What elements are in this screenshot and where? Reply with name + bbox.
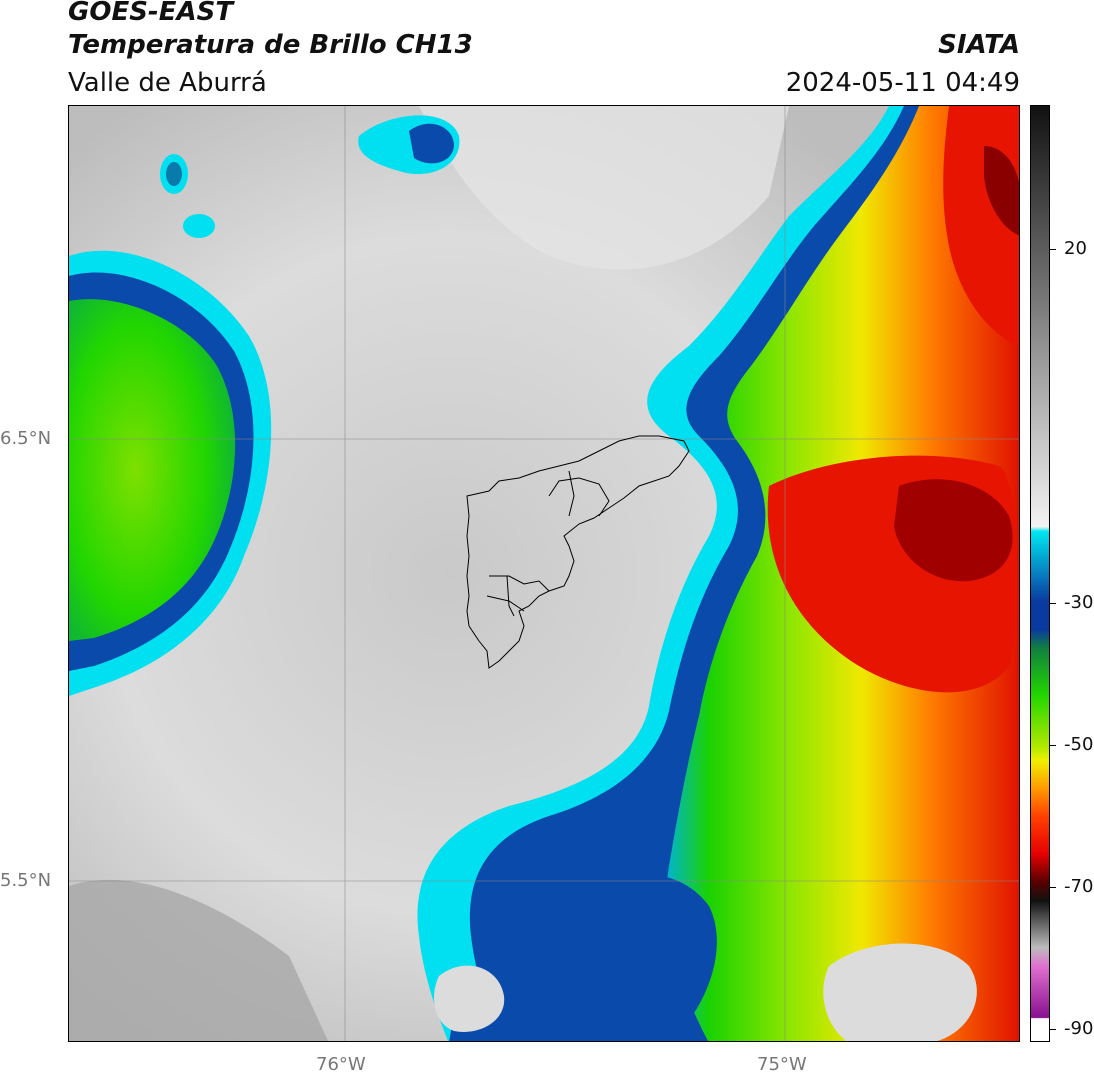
satellite-title: GOES-EAST	[68, 0, 234, 27]
product-title: Temperatura de Brillo CH13	[68, 30, 473, 60]
satellite-map[interactable]	[68, 105, 1020, 1042]
colorbar-tick-mark	[1050, 887, 1056, 888]
agency-label: SIATA	[938, 30, 1020, 60]
brightness-temperature-field	[69, 106, 1019, 1041]
colorbar-label-minus70: -70	[1064, 876, 1094, 897]
datetime-label: 2024-05-11 04:49	[785, 68, 1020, 98]
colorbar-label-20: 20	[1064, 238, 1087, 259]
lat-label-5-5: 5.5°N	[0, 870, 52, 891]
colorbar-tick-mark	[1050, 603, 1056, 604]
colorbar	[1030, 105, 1050, 1042]
lat-label-6-5: 6.5°N	[0, 428, 52, 449]
colorbar-label-minus50: -50	[1064, 734, 1094, 755]
valle-aburra-outline	[466, 435, 690, 669]
region-subtitle: Valle de Aburrá	[68, 68, 267, 98]
colorbar-tick-mark	[1050, 745, 1056, 746]
lon-label-75w: 75°W	[757, 1054, 807, 1075]
colorbar-label-minus90: -90	[1064, 1018, 1094, 1039]
lon-label-76w: 76°W	[316, 1054, 366, 1075]
colorbar-gradient	[1031, 106, 1049, 1041]
colorbar-tick-mark	[1050, 249, 1056, 250]
colorbar-tick-mark	[1050, 1029, 1056, 1030]
colorbar-label-minus30: -30	[1064, 592, 1094, 613]
